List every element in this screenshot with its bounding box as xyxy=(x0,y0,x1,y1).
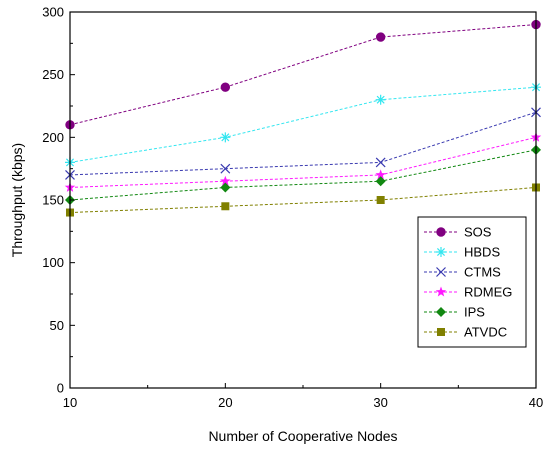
legend-label: IPS xyxy=(464,305,485,320)
legend-item: HBDS xyxy=(424,245,500,260)
y-tick-label: 300 xyxy=(42,5,64,20)
y-tick-label: 100 xyxy=(42,255,64,270)
series-line xyxy=(69,186,537,214)
legend: SOS HBDS CTMS RDMEG IPS ATVDC xyxy=(417,216,527,348)
legend-item: SOS xyxy=(424,225,492,240)
series-line xyxy=(69,149,537,201)
data-point xyxy=(220,163,231,174)
legend-item: CTMS xyxy=(424,265,501,280)
series-line xyxy=(69,86,537,163)
series-sos xyxy=(65,19,541,130)
series-line xyxy=(69,136,537,188)
data-point xyxy=(375,169,386,180)
x-tick-label: 10 xyxy=(63,395,77,410)
data-point xyxy=(221,202,230,211)
legend-box xyxy=(417,216,527,348)
y-axis-title: Throughput (kbps) xyxy=(9,143,25,257)
series-line xyxy=(69,24,537,126)
data-point xyxy=(375,32,386,42)
legend-label: RDMEG xyxy=(464,285,512,300)
y-tick-label: 250 xyxy=(42,67,64,82)
legend-marker xyxy=(436,247,446,257)
axes-layer: 10 20 30 40 0 50 100 150 200 250 300 xyxy=(42,5,543,411)
series-rdmeg xyxy=(64,131,542,192)
x-axis-title: Number of Cooperative Nodes xyxy=(208,428,397,444)
data-point xyxy=(220,175,231,186)
data-point xyxy=(220,82,231,92)
y-tick-label: 50 xyxy=(50,318,64,333)
legend-item: ATVDC xyxy=(424,325,507,340)
legend-marker xyxy=(435,286,447,297)
data-point xyxy=(220,182,231,193)
data-point xyxy=(375,176,386,187)
legend-label: HBDS xyxy=(464,245,500,260)
legend-marker xyxy=(436,307,446,317)
legend-label: CTMS xyxy=(464,265,501,280)
x-tick-label: 40 xyxy=(529,395,543,410)
legend-marker xyxy=(436,267,446,277)
legend-marker xyxy=(437,328,445,336)
legend-item: IPS xyxy=(424,305,485,320)
series-hbds xyxy=(65,82,541,168)
y-tick-label: 150 xyxy=(42,193,64,208)
legend-label: SOS xyxy=(464,225,492,240)
data-point xyxy=(375,94,386,105)
series-line xyxy=(69,111,537,176)
legend-label: ATVDC xyxy=(464,325,507,340)
x-tick-label: 20 xyxy=(218,395,232,410)
series-ctms xyxy=(65,107,541,180)
data-point xyxy=(375,157,386,168)
y-tick-label: 200 xyxy=(42,130,64,145)
y-tick-label: 0 xyxy=(57,381,64,396)
data-point xyxy=(376,196,385,204)
series-layer xyxy=(64,19,542,217)
data-point xyxy=(220,132,231,143)
legend-item: RDMEG xyxy=(424,285,512,300)
legend-marker xyxy=(436,227,446,237)
x-tick-label: 30 xyxy=(373,395,387,410)
series-atvdc xyxy=(66,183,540,217)
